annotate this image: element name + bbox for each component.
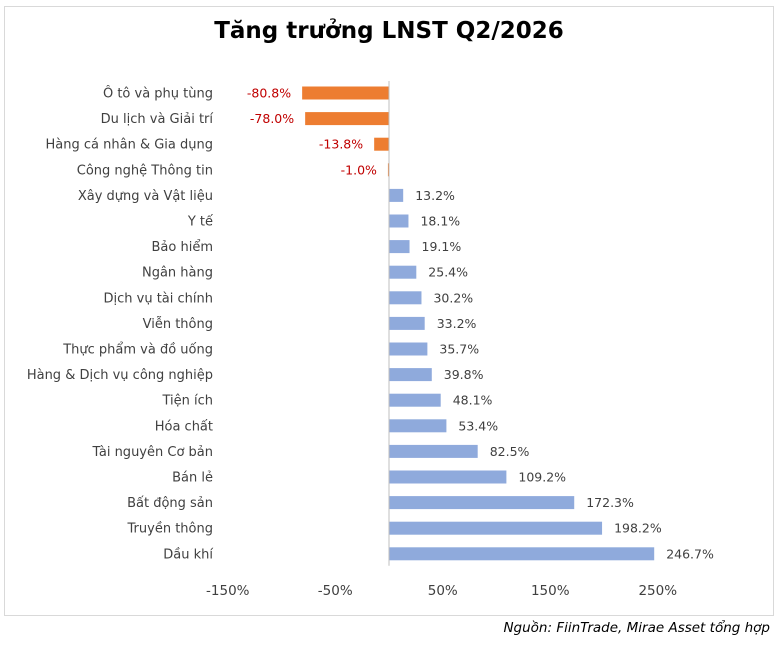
data-label: 19.1%	[422, 239, 462, 254]
category-label: Dịch vụ tài chính	[104, 291, 214, 306]
category-label: Hóa chất	[155, 419, 213, 434]
bar	[389, 547, 655, 561]
category-label: Y tế	[187, 215, 213, 230]
category-label: Xây dựng và Vật liệu	[78, 189, 213, 204]
data-label: 35.7%	[439, 342, 479, 357]
bar	[389, 188, 404, 202]
category-label: Bảo hiểm	[152, 240, 213, 255]
category-label: Ô tô và phụ tùng	[103, 86, 213, 102]
category-label: Dầu khí	[163, 547, 213, 562]
bar	[389, 444, 478, 458]
bar	[389, 368, 432, 382]
data-label: 53.4%	[458, 418, 498, 433]
data-label: 246.7%	[666, 546, 714, 561]
x-tick-label: 250%	[638, 583, 677, 599]
category-label: Tiện ích	[161, 394, 213, 409]
bar	[389, 393, 441, 407]
bar	[389, 521, 603, 535]
bar	[389, 214, 409, 228]
data-label: 48.1%	[453, 393, 493, 408]
bar	[389, 419, 447, 433]
data-label: 25.4%	[428, 265, 468, 280]
category-label: Ngân hàng	[142, 266, 213, 281]
data-label: 30.2%	[433, 290, 473, 305]
data-label: -80.8%	[247, 86, 291, 101]
category-label: Du lịch và Giải trí	[101, 112, 214, 127]
x-tick-label: 150%	[531, 583, 570, 599]
bar	[389, 470, 507, 484]
data-label: 18.1%	[420, 214, 460, 229]
category-label: Bán lẻ	[172, 471, 213, 486]
bar	[389, 291, 422, 305]
bar	[389, 240, 410, 254]
data-label: 172.3%	[586, 495, 634, 510]
category-label: Tài nguyên Cơ bản	[91, 445, 213, 460]
chart-title: Tăng trưởng LNST Q2/2026	[214, 18, 564, 44]
data-label: 109.2%	[518, 470, 566, 485]
bar	[387, 163, 389, 177]
x-tick-label: 50%	[428, 583, 458, 599]
bar	[305, 112, 389, 126]
category-label: Hàng & Dịch vụ công nghiệp	[27, 368, 213, 383]
data-label: -78.0%	[250, 111, 294, 126]
bar	[374, 137, 389, 151]
bar	[302, 86, 389, 100]
source-note: Nguồn: FiinTrade, Mirae Asset tổng hợp	[503, 620, 770, 636]
category-label: Công nghệ Thông tin	[77, 163, 213, 178]
bar	[389, 265, 417, 279]
data-label: 198.2%	[614, 521, 662, 536]
data-label: 33.2%	[437, 316, 477, 331]
data-label: 82.5%	[490, 444, 530, 459]
bar	[389, 316, 425, 330]
category-label: Hàng cá nhân & Gia dụng	[46, 138, 213, 153]
data-label: -1.0%	[341, 162, 377, 177]
category-label: Bất động sản	[127, 496, 213, 511]
data-label: -13.8%	[319, 137, 363, 152]
category-label: Thực phẩm và đồ uống	[62, 343, 213, 358]
category-label: Truyền thông	[127, 522, 213, 537]
category-label: Viễn thông	[143, 317, 213, 332]
data-label: 13.2%	[415, 188, 455, 203]
bar	[389, 342, 428, 356]
bar	[389, 496, 575, 510]
x-tick-label: -50%	[318, 583, 353, 599]
data-label: 39.8%	[444, 367, 484, 382]
x-tick-label: -150%	[206, 583, 250, 599]
